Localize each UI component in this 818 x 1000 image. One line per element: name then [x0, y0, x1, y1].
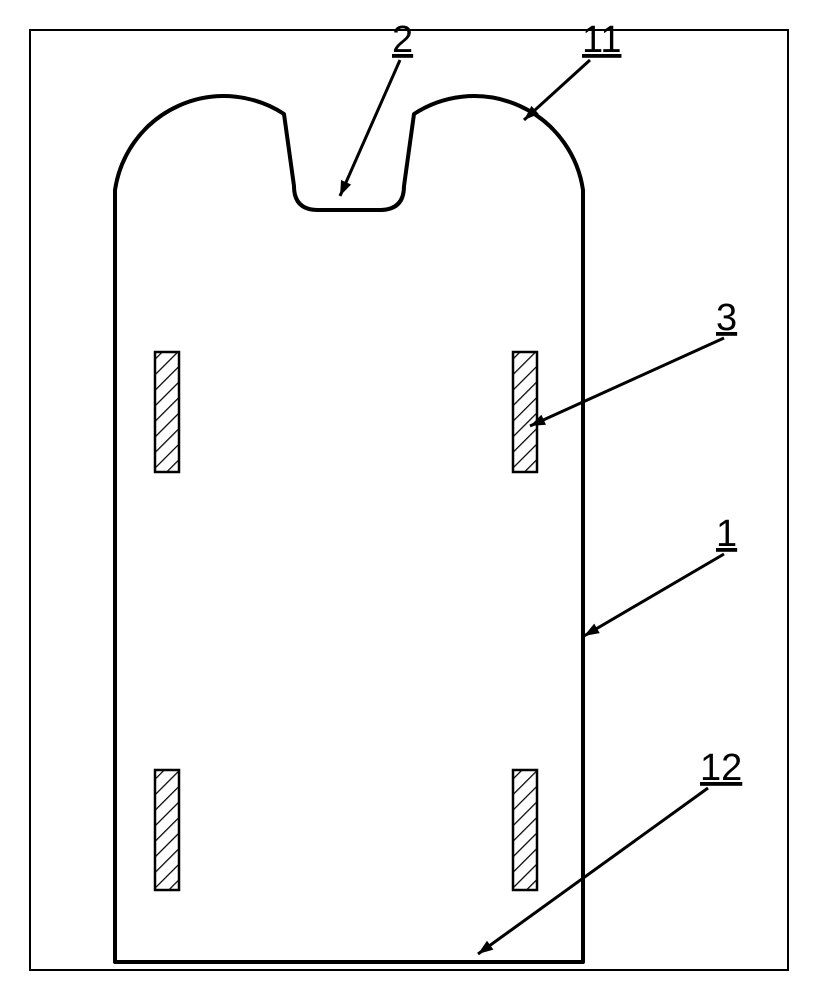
callout-label: 11	[582, 19, 621, 61]
leader-line	[584, 554, 724, 636]
callout-label: 2	[392, 19, 413, 61]
leader-line	[530, 338, 724, 426]
hatched-slot	[513, 352, 537, 472]
callout-label: 12	[700, 747, 742, 789]
leader-line	[340, 60, 400, 196]
outer-frame	[30, 30, 788, 970]
arrow-head	[584, 624, 600, 636]
arrow-head	[340, 180, 351, 196]
hatched-slot	[513, 770, 537, 890]
hatched-slot	[155, 770, 179, 890]
callout-label: 1	[716, 513, 737, 555]
hatched-slot	[155, 352, 179, 472]
callout-label: 3	[716, 297, 737, 339]
